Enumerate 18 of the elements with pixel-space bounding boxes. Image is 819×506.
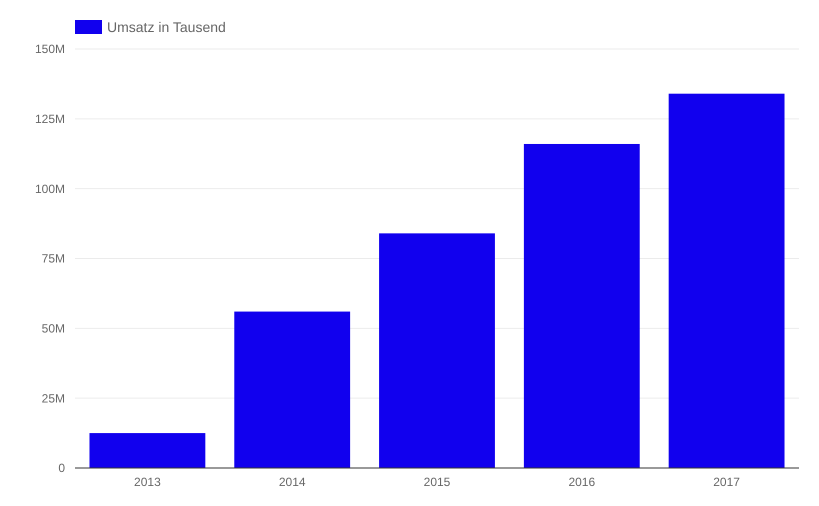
x-tick-label: 2015 xyxy=(424,475,451,489)
y-tick-label: 25M xyxy=(42,391,66,406)
bar xyxy=(668,94,785,468)
y-tick-label: 50M xyxy=(42,322,66,336)
x-tick-label: 2013 xyxy=(134,475,162,489)
y-tick-label: 75M xyxy=(42,252,66,266)
bar xyxy=(89,433,206,468)
x-tick-label: 2014 xyxy=(278,475,306,489)
y-tick-label: 150M xyxy=(34,42,65,56)
legend-label: Umsatz in Tausend xyxy=(107,18,226,35)
x-tick-label: 2016 xyxy=(568,475,596,489)
x-tick-label: 2017 xyxy=(713,475,740,489)
bar xyxy=(379,233,495,468)
y-tick-label: 0 xyxy=(58,461,66,476)
bar xyxy=(524,144,640,468)
y-tick-label: 125M xyxy=(34,112,65,126)
y-tick-label: 100M xyxy=(34,182,65,196)
bar xyxy=(234,312,350,468)
